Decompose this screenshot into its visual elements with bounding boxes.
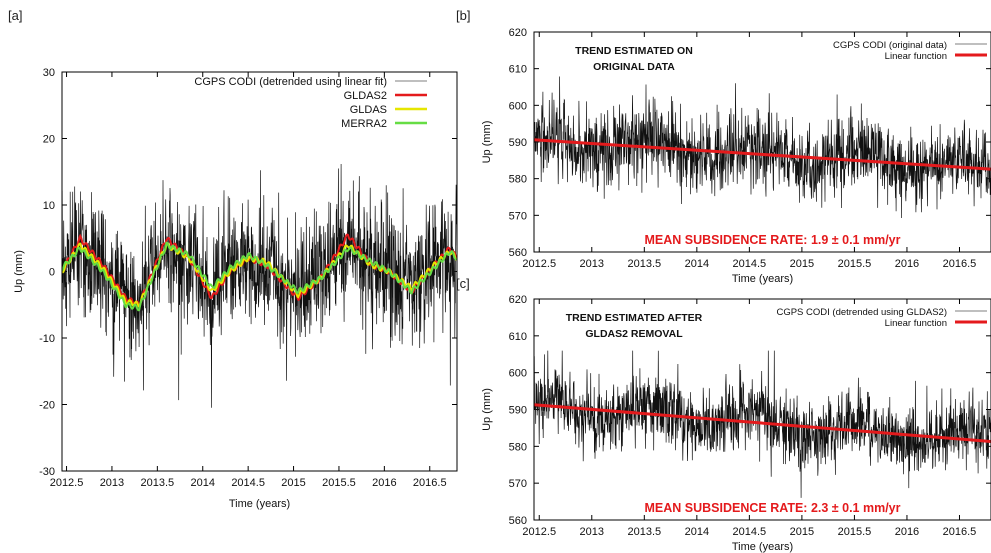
- x-tick-label: 2015.5: [322, 477, 356, 489]
- y-tick-label: 610: [509, 331, 527, 343]
- y-tick-label: 610: [509, 64, 527, 76]
- series-line-cgps: [534, 350, 991, 498]
- x-tick-label: 2012.5: [522, 526, 556, 538]
- x-tick-label: 2013: [580, 258, 604, 270]
- x-tick-label: 2014.5: [231, 477, 265, 489]
- x-tick-label: 2015.5: [838, 526, 872, 538]
- y-tick-label: 590: [509, 405, 527, 417]
- y-tick-label: 580: [509, 174, 527, 186]
- y-axis-label: Up (mm): [481, 121, 493, 164]
- subsidence-rate-label: MEAN SUBSIDENCE RATE: 2.3 ± 0.1 mm/yr: [645, 501, 901, 515]
- y-tick-label: 570: [509, 478, 527, 490]
- y-tick-label: 560: [509, 247, 527, 259]
- y-tick-label: 560: [509, 515, 527, 527]
- y-tick-label: 620: [509, 294, 527, 306]
- plot-frame: [533, 298, 991, 521]
- x-tick-label: 2015: [790, 258, 814, 270]
- panel-label: [b]: [456, 8, 470, 23]
- x-axis-label: Time (years): [732, 541, 793, 553]
- x-tick-label: 2016: [895, 526, 919, 538]
- legend-label: CGPS CODI (original data): [833, 40, 947, 51]
- series-line-linear-function: [534, 403, 991, 444]
- x-tick-label: 2012.5: [50, 477, 84, 489]
- y-tick-label: 30: [43, 67, 55, 79]
- x-tick-label: 2012.5: [522, 258, 556, 270]
- x-tick-label: 2015.5: [838, 258, 872, 270]
- y-tick-label: -30: [39, 466, 55, 478]
- x-tick-label: 2014: [191, 477, 215, 489]
- annotation-line: GLDAS2 REMOVAL: [585, 328, 683, 340]
- legend-label: CGPS CODI (detrended using linear fit): [194, 76, 387, 88]
- y-tick-label: -20: [39, 400, 55, 412]
- x-tick-label: 2016: [372, 477, 396, 489]
- x-tick-label: 2016: [895, 258, 919, 270]
- subsidence-rate-label: MEAN SUBSIDENCE RATE: 1.9 ± 0.1 mm/yr: [645, 233, 901, 247]
- x-tick-label: 2014.5: [733, 526, 767, 538]
- x-tick-label: 2013.5: [627, 258, 661, 270]
- x-tick-label: 2016.5: [413, 477, 447, 489]
- annotation-line: TREND ESTIMATED ON: [575, 45, 693, 57]
- series-line-merra2: [62, 241, 457, 312]
- y-tick-label: 10: [43, 200, 55, 212]
- x-tick-label: 2014: [685, 526, 709, 538]
- x-tick-label: 2013.5: [141, 477, 175, 489]
- x-tick-label: 2014: [685, 258, 709, 270]
- y-tick-label: 580: [509, 441, 527, 453]
- legend-label: MERRA2: [341, 118, 387, 130]
- legend-label: GLDAS: [350, 104, 387, 116]
- plot-frame: [61, 71, 458, 472]
- x-tick-label: 2015: [790, 526, 814, 538]
- x-tick-label: 2014.5: [733, 258, 767, 270]
- x-tick-label: 2016.5: [943, 526, 977, 538]
- x-tick-label: 2015: [281, 477, 305, 489]
- y-axis-label: Up (mm): [481, 388, 493, 431]
- y-tick-label: -10: [39, 333, 55, 345]
- y-tick-label: 600: [509, 368, 527, 380]
- x-tick-label: 2013.5: [627, 526, 661, 538]
- y-axis-label: Up (mm): [13, 250, 25, 293]
- series-line-cgps: [534, 76, 991, 219]
- y-tick-label: 20: [43, 134, 55, 146]
- x-axis-label: Time (years): [229, 498, 290, 510]
- series-line-cgps: [62, 163, 457, 408]
- y-tick-label: 620: [509, 27, 527, 39]
- annotation-line: ORIGINAL DATA: [593, 61, 675, 73]
- y-tick-label: 0: [49, 267, 55, 279]
- plot-area: [534, 76, 991, 219]
- legend-label: Linear function: [885, 51, 947, 62]
- legend-label: GLDAS2: [344, 90, 387, 102]
- panel-label: [c]: [456, 276, 470, 291]
- legend-label: Linear function: [885, 318, 947, 329]
- y-tick-label: 570: [509, 210, 527, 222]
- series-line-linear-function: [534, 138, 991, 171]
- y-tick-label: 590: [509, 137, 527, 149]
- annotation-line: TREND ESTIMATED AFTER: [566, 312, 703, 324]
- x-tick-label: 2016.5: [943, 258, 977, 270]
- x-tick-label: 2013: [100, 477, 124, 489]
- y-tick-label: 600: [509, 100, 527, 112]
- plot-area: [62, 163, 457, 408]
- plot-area: [534, 350, 991, 498]
- legend-label: CGPS CODI (detrended using GLDAS2): [776, 307, 947, 318]
- panel-label: [a]: [8, 8, 22, 23]
- plot-frame: [533, 31, 991, 253]
- x-tick-label: 2013: [580, 526, 604, 538]
- x-axis-label: Time (years): [732, 273, 793, 285]
